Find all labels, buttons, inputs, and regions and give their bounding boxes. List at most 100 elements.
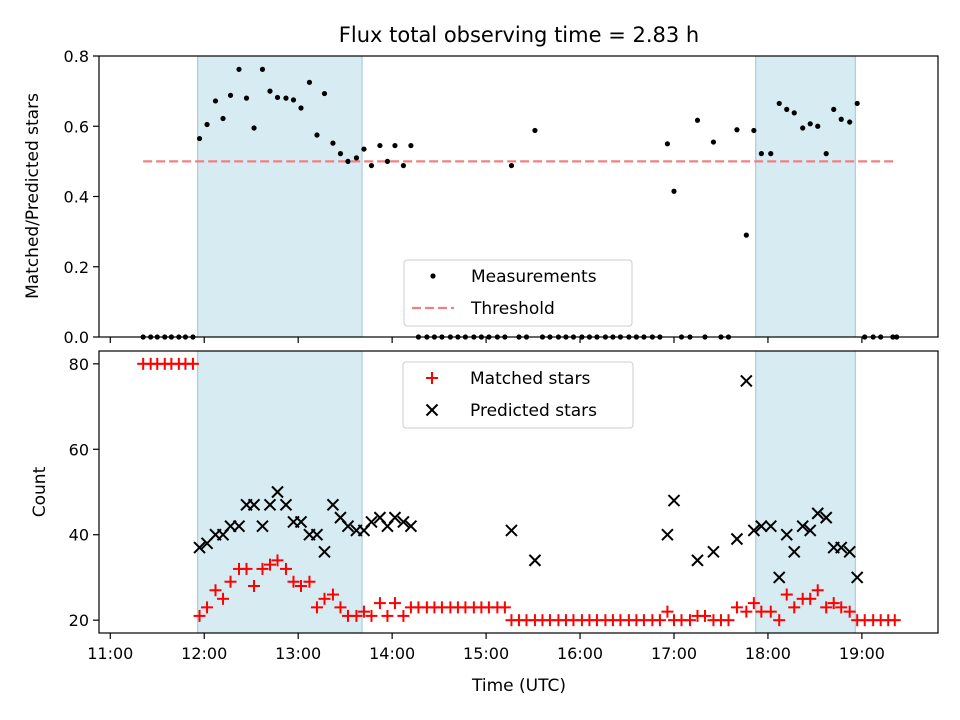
measurement-point	[259, 66, 266, 72]
chart-title: Flux total observing time = 2.83 h	[339, 23, 699, 47]
matched-stars-point	[740, 605, 753, 618]
measurement-point	[298, 105, 304, 111]
bottom-plot-frame	[98, 350, 939, 634]
predicted-stars-point	[707, 545, 720, 559]
top-y-tick-label: 0.4	[64, 188, 89, 207]
predicted-stars-point	[661, 528, 674, 541]
predicted-stars-point	[804, 524, 817, 537]
matched-stars-point	[683, 614, 696, 627]
measurement-point	[314, 132, 320, 138]
measurement-point	[274, 94, 281, 101]
matched-stars-point	[357, 605, 370, 618]
top-shaded-region	[197, 55, 363, 338]
measurement-point	[251, 125, 257, 131]
predicted-stars-point	[397, 515, 410, 529]
matched-stars-point	[217, 592, 230, 605]
predicted-stars-point	[843, 545, 856, 559]
bottom-x-tick-label: 19:00	[839, 644, 885, 663]
predicted-stars-point	[505, 524, 518, 537]
predicted-stars-point	[279, 498, 293, 512]
matched-stars-point	[193, 609, 206, 622]
bottom-x-axis-label: Time (UTC)	[471, 676, 566, 696]
matched-stars-point	[835, 601, 848, 614]
measurement-point	[236, 66, 242, 72]
matched-stars-point	[498, 601, 511, 614]
matched-stars-point	[294, 580, 307, 592]
measurement-point	[823, 151, 829, 157]
predicted-stars-point	[263, 498, 277, 512]
measurement-point	[408, 142, 414, 149]
matched-stars-point	[804, 592, 817, 605]
predicted-stars-point	[365, 515, 378, 529]
measurement-point	[508, 162, 515, 169]
measurement-point	[791, 110, 797, 116]
matched-stars-point	[209, 584, 222, 597]
measurement-point	[353, 155, 360, 161]
bottom-shaded-regions	[197, 350, 856, 634]
matched-stars-point	[224, 575, 237, 588]
measurement-point	[330, 140, 336, 146]
top-y-tick-label: 0.6	[64, 117, 89, 136]
measurement-point	[751, 127, 757, 134]
measurement-point	[392, 142, 398, 149]
matched-stars-point	[780, 588, 793, 601]
top-shaded-region	[755, 55, 856, 338]
measurement-point	[784, 106, 790, 112]
predicted-stars-point	[730, 532, 744, 546]
predicted-stars-point	[691, 554, 704, 567]
bottom-y-tick-label: 80	[69, 355, 89, 374]
bottom-x-tick-label: 14:00	[369, 644, 415, 663]
matched-stars-point	[827, 597, 840, 610]
top-x-axis-ticks	[109, 337, 863, 343]
measurement-point	[838, 116, 844, 122]
matched-stars-point	[661, 605, 674, 618]
measurement-point	[776, 100, 782, 107]
measurement-point	[204, 121, 210, 128]
top-y-axis-ticks: 0.0 0.2 0.4 0.6 0.8	[64, 47, 99, 347]
top-y-tick-label: 0.8	[64, 47, 89, 66]
predicted-stars-point	[326, 498, 340, 512]
bottom-x-tick-label: 11:00	[87, 644, 133, 663]
matched-stars-point	[373, 597, 386, 610]
predicted-stars-point	[388, 511, 402, 524]
predicted-stars-point	[764, 519, 777, 533]
predicted-stars-point	[341, 519, 355, 533]
top-y-tick-label: 0.2	[64, 258, 89, 277]
matched-stars-point	[186, 357, 199, 370]
bottom-legend-box	[402, 361, 634, 429]
matched-stars-point	[388, 597, 401, 610]
matched-stars-point	[287, 575, 300, 588]
bottom-shaded-region	[755, 350, 856, 634]
bottom-x-axis-ticks: 11:00 12:00 13:00 14:00 15:00 16:00 17:00 18:00…	[87, 633, 885, 663]
top-legend: Measurements Threshold	[403, 259, 633, 327]
predicted-stars-point	[404, 519, 418, 533]
predicted-stars-point	[796, 519, 809, 533]
measurement-point	[734, 127, 740, 133]
measurement-point	[807, 121, 813, 127]
bottom-y-tick-label: 20	[69, 611, 89, 630]
top-legend-label: Measurements	[471, 267, 597, 287]
bottom-x-tick-label: 13:00	[275, 644, 321, 663]
bottom-legend-marker	[425, 403, 439, 417]
measurement-point	[400, 162, 407, 169]
bottom-legend: Matched stars Predicted stars	[402, 361, 634, 429]
measurement-point	[345, 158, 351, 164]
matched-stars-point	[248, 580, 261, 592]
measurement-point	[368, 162, 375, 169]
measurement-point	[664, 141, 671, 147]
matched-stars-point	[334, 601, 347, 614]
matched-stars-point	[240, 562, 253, 575]
matched-stars-point	[730, 601, 743, 614]
measurement-point	[831, 106, 837, 112]
measurement-point	[710, 139, 717, 145]
predicted-stars-point	[271, 485, 284, 499]
bottom-markers	[137, 357, 901, 627]
matched-stars-point	[811, 584, 824, 597]
predicted-stars-point	[667, 494, 681, 507]
bottom-x-tick-label: 17:00	[651, 644, 697, 663]
matched-stars-point	[318, 592, 331, 605]
bottom-shaded-region	[197, 350, 363, 634]
bottom-legend-marker	[426, 372, 438, 384]
